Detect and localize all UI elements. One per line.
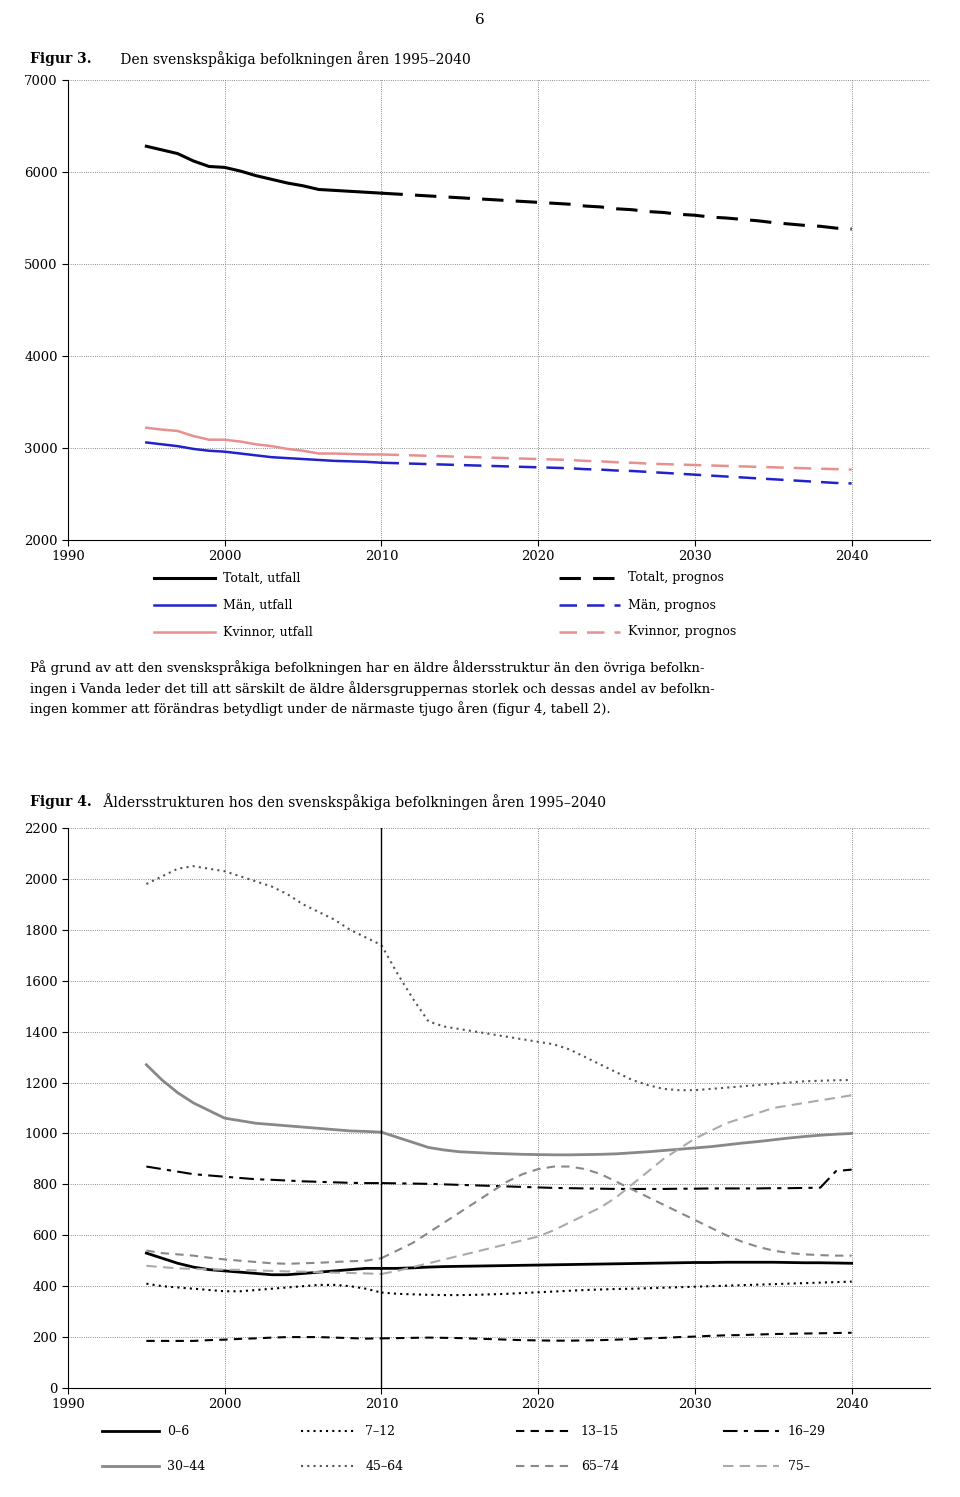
Text: 13–15: 13–15 [581, 1425, 619, 1439]
Text: 6: 6 [475, 13, 485, 27]
Text: Kvinnor, utfall: Kvinnor, utfall [223, 626, 313, 639]
Text: Kvinnor, prognos: Kvinnor, prognos [628, 626, 736, 639]
Text: 75–: 75– [788, 1460, 810, 1473]
Text: Totalt, prognos: Totalt, prognos [628, 572, 724, 584]
Text: 16–29: 16–29 [788, 1425, 826, 1439]
Text: På grund av att den svenskspråkiga befolkningen har en äldre åldersstruktur än d: På grund av att den svenskspråkiga befol… [30, 660, 715, 717]
Text: 45–64: 45–64 [366, 1460, 403, 1473]
Text: Figur 3.: Figur 3. [30, 52, 91, 66]
Text: 30–44: 30–44 [167, 1460, 205, 1473]
Text: Totalt, utfall: Totalt, utfall [223, 572, 300, 584]
Text: Män, utfall: Män, utfall [223, 599, 293, 611]
Text: Män, prognos: Män, prognos [628, 599, 716, 611]
Text: 65–74: 65–74 [581, 1460, 619, 1473]
Text: Figur 4.: Figur 4. [30, 795, 92, 808]
Text: Åldersstrukturen hos den svenskspåkiga befolkningen åren 1995–2040: Åldersstrukturen hos den svenskspåkiga b… [99, 793, 607, 810]
Text: Den svenskspåkiga befolkningen åren 1995–2040: Den svenskspåkiga befolkningen åren 1995… [116, 51, 471, 67]
Text: 7–12: 7–12 [366, 1425, 396, 1439]
Text: 0–6: 0–6 [167, 1425, 189, 1439]
